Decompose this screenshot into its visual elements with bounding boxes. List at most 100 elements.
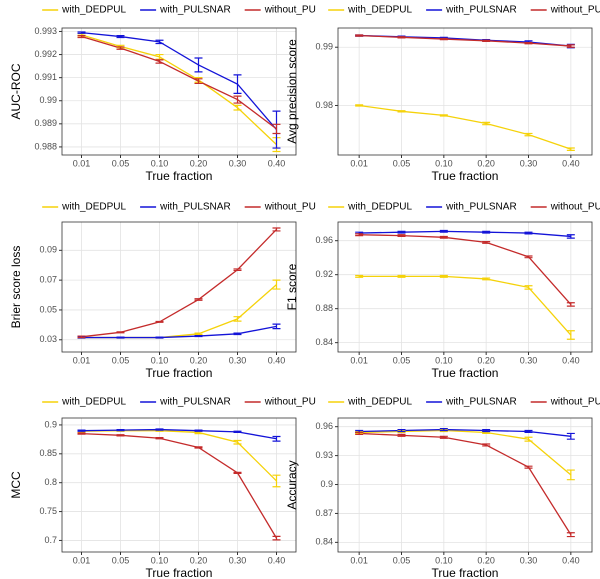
plot-border — [337, 221, 593, 353]
error-bar — [77, 335, 86, 339]
legend-label: with_PULSNAR — [445, 5, 517, 16]
plot-background — [62, 418, 296, 552]
x-tick-label: 0.05 — [112, 355, 130, 365]
error-bar — [397, 110, 406, 113]
x-tick-label: 0.30 — [229, 158, 247, 168]
x-tick-label: 0.10 — [151, 555, 169, 565]
error-bar — [524, 285, 533, 290]
x-tick-label: 0.05 — [393, 158, 411, 168]
error-bar — [566, 469, 575, 481]
legend-label: with_DEDPUL — [61, 397, 126, 408]
error-bar — [566, 147, 575, 151]
error-bar — [355, 34, 364, 37]
x-tick-label: 0.30 — [520, 355, 538, 365]
legend-label: with_DEDPUL — [347, 5, 412, 16]
series-line — [81, 428, 277, 440]
error-bar — [524, 41, 533, 45]
error-bar — [233, 430, 242, 434]
error-bar — [524, 465, 533, 469]
error-bar — [194, 429, 203, 432]
y-tick-label: 0.99 — [39, 95, 57, 105]
y-tick-label: 0.05 — [39, 304, 57, 314]
x-axis-label: True fraction — [146, 566, 213, 579]
error-bar — [355, 104, 364, 107]
error-bar — [566, 532, 575, 538]
error-bar — [155, 59, 164, 64]
error-bar — [566, 234, 575, 239]
y-axis-label: MCC — [9, 471, 23, 499]
error-bar — [233, 74, 242, 94]
error-bar — [439, 274, 448, 278]
legend: with_DEDPUL with_PULSNAR without_PU — [328, 202, 600, 213]
error-bar — [155, 39, 164, 45]
error-bar — [116, 331, 125, 334]
y-tick-label: 0.84 — [315, 537, 333, 547]
y-tick-label: 0.991 — [34, 72, 57, 82]
error-bar — [233, 439, 242, 445]
error-bar — [272, 279, 281, 290]
series-line — [359, 432, 572, 535]
error-bar — [397, 274, 406, 278]
x-axis-label: True fraction — [146, 169, 213, 183]
error-bar — [397, 36, 406, 39]
error-bar — [566, 330, 575, 340]
y-tick-label: 0.96 — [315, 235, 333, 245]
x-tick-label: 0.30 — [229, 355, 247, 365]
legend: with_DEDPUL with_PULSNAR without_PU — [42, 5, 316, 16]
plot-background — [338, 222, 592, 352]
error-bar — [524, 231, 533, 235]
x-tick-label: 0.40 — [562, 555, 580, 565]
error-bar — [272, 535, 281, 541]
x-tick-label: 0.20 — [190, 158, 208, 168]
y-tick-label: 0.989 — [34, 118, 57, 128]
error-bar — [566, 302, 575, 307]
y-tick-label: 0.993 — [34, 26, 57, 36]
x-tick-label: 0.10 — [151, 158, 169, 168]
error-bar — [194, 332, 203, 336]
plot-border — [337, 27, 593, 156]
legend-label: without_PU — [264, 5, 316, 16]
error-bar — [524, 132, 533, 137]
error-bar — [482, 443, 491, 447]
error-bar — [439, 435, 448, 439]
series-line — [359, 34, 571, 47]
error-bar — [233, 471, 242, 475]
error-bar — [482, 39, 491, 42]
y-tick-label: 0.988 — [34, 141, 57, 151]
error-bar — [194, 57, 203, 73]
x-tick-label: 0.05 — [112, 555, 130, 565]
x-tick-label: 0.20 — [190, 555, 208, 565]
legend-label: with_PULSNAR — [159, 397, 231, 408]
x-tick-label: 0.01 — [350, 158, 368, 168]
x-tick-label: 0.01 — [73, 355, 91, 365]
x-tick-label: 0.10 — [151, 355, 169, 365]
x-tick-label: 0.40 — [268, 355, 286, 365]
series-line — [359, 234, 572, 305]
x-tick-label: 0.40 — [562, 355, 580, 365]
error-bar — [439, 428, 448, 432]
error-bar — [524, 429, 533, 434]
series-line — [81, 31, 277, 131]
error-bar — [566, 432, 575, 440]
y-tick-label: 0.96 — [315, 421, 333, 431]
y-axis-label: Avg precision score — [285, 39, 299, 144]
y-axis-label: F1 score — [285, 263, 299, 310]
x-tick-label: 0.20 — [477, 158, 495, 168]
error-bar — [155, 428, 164, 431]
error-bar — [355, 233, 364, 237]
x-tick-label: 0.40 — [268, 555, 286, 565]
error-bar — [116, 46, 125, 50]
error-bar — [566, 44, 575, 48]
legend-label: with_DEDPUL — [61, 202, 126, 213]
y-axis-label: Brier score loss — [9, 246, 23, 329]
y-tick-label: 0.09 — [39, 245, 57, 255]
error-bar — [77, 35, 86, 39]
legend-label: with_PULSNAR — [445, 202, 517, 213]
error-bar — [77, 432, 86, 435]
error-bar — [233, 316, 242, 322]
error-bar — [524, 436, 533, 442]
x-tick-label: 0.01 — [73, 158, 91, 168]
x-tick-label: 0.40 — [268, 158, 286, 168]
y-tick-label: 0.93 — [315, 450, 333, 460]
plot-border — [337, 417, 593, 553]
